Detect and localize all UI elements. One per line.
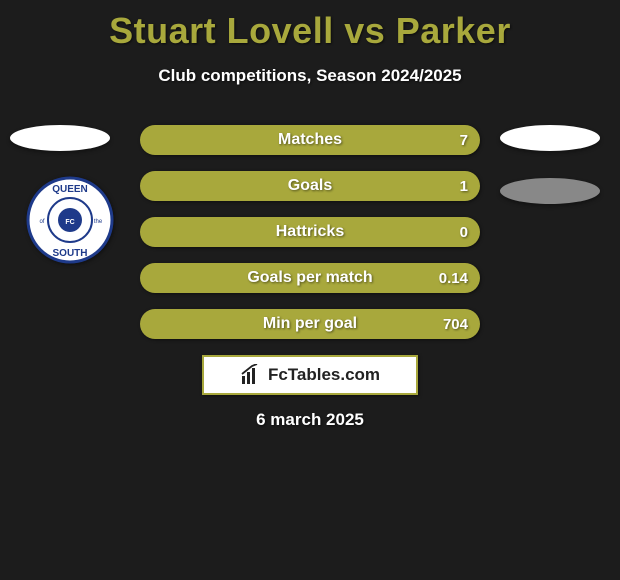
stat-row: Min per goal 704	[140, 309, 480, 339]
stat-value: 0	[460, 224, 468, 241]
player2-pill	[500, 125, 600, 151]
crest-text-top: QUEEN	[52, 184, 88, 195]
stat-row: Goals 1	[140, 171, 480, 201]
player1-pill	[10, 125, 110, 151]
stat-label: Goals per match	[247, 269, 372, 287]
crest-text-right: the	[94, 219, 103, 225]
crest-text-left: of	[39, 219, 44, 225]
stat-label: Goals	[288, 177, 332, 195]
club-crest: QUEEN of the SOUTH FC	[20, 175, 120, 265]
stat-label: Min per goal	[263, 315, 357, 333]
crest-center: FC	[65, 219, 74, 226]
crest-text-bottom: SOUTH	[53, 248, 88, 259]
player2-pill-2	[500, 178, 600, 204]
stat-label: Matches	[278, 131, 342, 149]
stat-row: Goals per match 0.14	[140, 263, 480, 293]
stat-value: 7	[460, 132, 468, 149]
brand-badge: FcTables.com	[202, 355, 418, 395]
stat-value: 0.14	[439, 270, 468, 287]
stat-row: Matches 7	[140, 125, 480, 155]
stat-value: 1	[460, 178, 468, 195]
stat-value: 704	[443, 316, 468, 333]
crest-icon: QUEEN of the SOUTH FC	[26, 176, 114, 264]
page-title: Stuart Lovell vs Parker	[0, 0, 620, 52]
chart-icon	[240, 364, 262, 386]
brand-text: FcTables.com	[268, 365, 380, 385]
date-text: 6 march 2025	[0, 410, 620, 430]
stats-container: Matches 7 Goals 1 Hattricks 0 Goals per …	[140, 125, 480, 355]
subtitle: Club competitions, Season 2024/2025	[0, 66, 620, 86]
stat-row: Hattricks 0	[140, 217, 480, 247]
stat-label: Hattricks	[276, 223, 344, 241]
